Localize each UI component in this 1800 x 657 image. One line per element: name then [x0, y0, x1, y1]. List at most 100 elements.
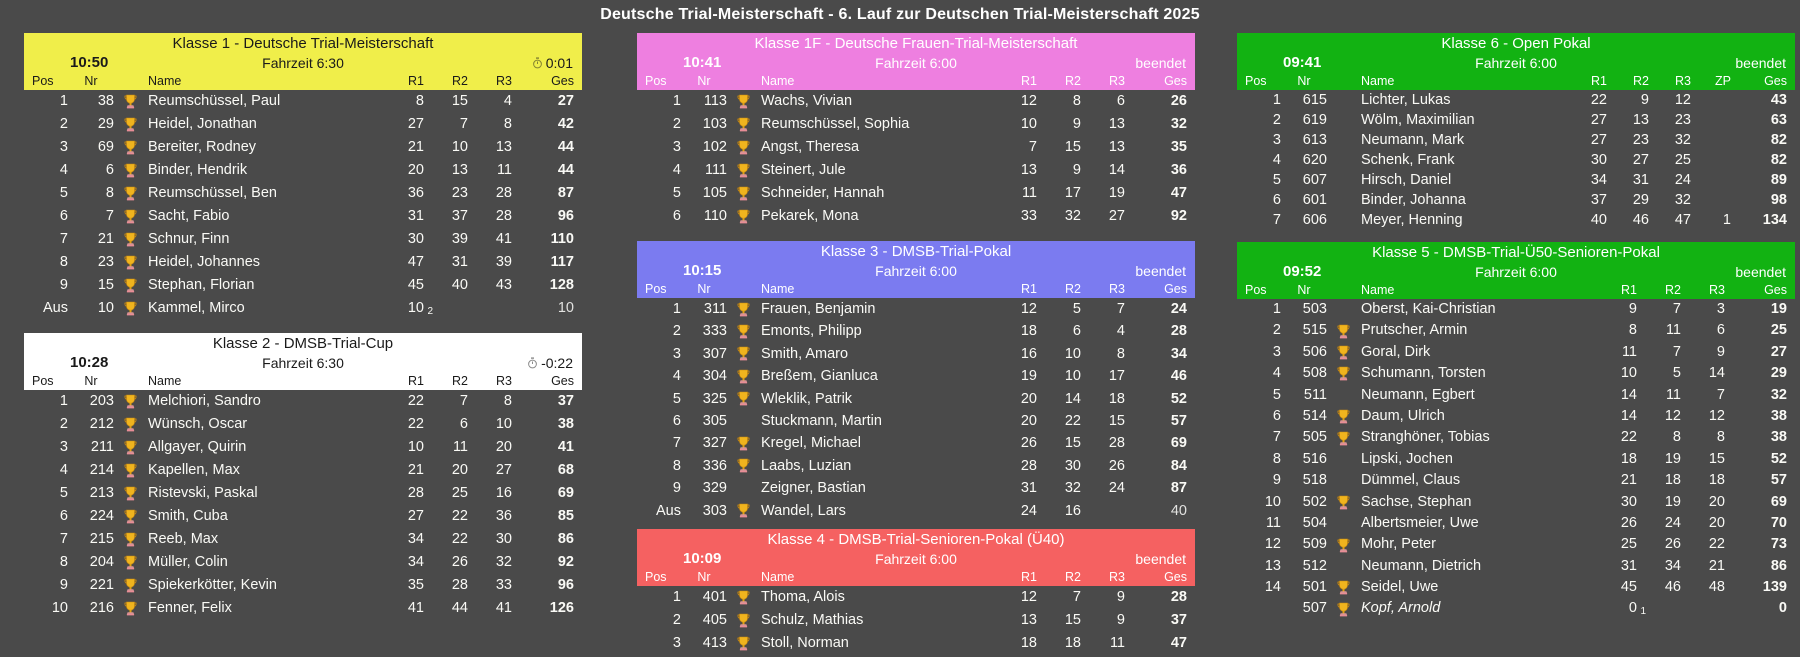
name-cell: Steinert, Jule	[761, 162, 846, 178]
nr-cell: 613	[1302, 132, 1327, 148]
trophy-icon	[114, 228, 146, 251]
name-cell: Schulz, Mathias	[761, 611, 864, 628]
ges-cell: 19	[1770, 301, 1787, 317]
r3-cell	[468, 297, 512, 320]
result-row: 11 504 Albertsmeier, Uwe 26 24 20 70	[1237, 513, 1795, 534]
trophy-icon	[727, 182, 759, 205]
nr-cell: 203	[89, 393, 114, 409]
pos-cell: 4	[1272, 365, 1281, 382]
ges-cell: 27	[1770, 343, 1787, 360]
r2-cell: 14	[1064, 390, 1081, 407]
r2-cell: 5	[1072, 301, 1081, 317]
result-row: 2 29 Heidel, Jonathan 27 7 8 42	[24, 113, 582, 136]
nr-cell: 336	[702, 457, 727, 474]
r3-cell: 36	[495, 508, 512, 524]
pos-cell: 7	[672, 435, 681, 452]
r3-cell: 28	[1108, 435, 1125, 452]
name-cell: Stoll, Norman	[761, 634, 849, 651]
result-row: 5 511 Neumann, Egbert 14 11 7 32	[1237, 385, 1795, 406]
result-row: 4 111 Steinert, Jule 13 9 14 36	[637, 159, 1195, 182]
status-value: beendet	[1135, 550, 1186, 567]
r2-cell: 6	[1072, 323, 1081, 340]
name-cell: Meyer, Henning	[1361, 212, 1463, 228]
ges-cell: 29	[1770, 365, 1787, 382]
result-row: 7 327 Kregel, Michael 26 15 28 69	[637, 432, 1195, 454]
ges-header: Ges	[551, 374, 574, 388]
r1-header: R1	[1021, 282, 1037, 296]
name-cell: Sacht, Fabio	[148, 208, 230, 224]
nr-cell: 508	[1302, 365, 1327, 382]
r1-cell: 10	[407, 439, 424, 455]
pos-cell: 7	[59, 531, 68, 547]
ges-cell: 32	[1170, 116, 1187, 132]
name-cell: Bereiter, Rodney	[148, 139, 257, 155]
zp-cell	[1691, 150, 1731, 170]
pos-cell: 6	[1272, 407, 1281, 424]
trophy-icon	[114, 136, 146, 159]
r2-cell: 31	[451, 254, 468, 270]
r1-cell: 28	[1020, 457, 1037, 474]
ges-cell: 89	[1770, 172, 1787, 188]
pos-cell: 5	[1272, 172, 1281, 188]
trophy-icon	[727, 586, 759, 609]
result-row: 3 211 Allgayer, Quirin 10 11 20 41	[24, 436, 582, 459]
table-header: Klasse 5 - DMSB-Trial-Ü50-Senioren-Pokal…	[1237, 242, 1795, 299]
result-row: 14 501 Seidel, Uwe 45 46 48 139	[1237, 577, 1795, 598]
fahrzeit-label: Fahrzeit 6:00	[875, 550, 957, 567]
result-row: 2 212 Wünsch, Oscar 22 6 10 38	[24, 413, 582, 436]
trophy-icon	[1327, 598, 1359, 619]
name-cell: Neumann, Egbert	[1361, 386, 1475, 403]
penalty-subscript: 1	[1640, 605, 1646, 617]
pos-cell: 7	[1272, 212, 1281, 228]
result-row: 2 619 Wölm, Maximilian 27 13 23 63	[1237, 110, 1795, 130]
r2-cell: 46	[1664, 579, 1681, 596]
trophy-icon	[1327, 427, 1359, 448]
pos-cell: 4	[672, 162, 681, 178]
r3-cell: 17	[1108, 368, 1125, 385]
nr-cell: 413	[702, 634, 727, 651]
r2-cell: 15	[1064, 435, 1081, 452]
result-row: 9 15 Stephan, Florian 45 40 43 128	[24, 274, 582, 297]
ges-cell: 42	[557, 116, 574, 132]
r1-header: R1	[1621, 283, 1637, 297]
name-cell: Albertsmeier, Uwe	[1361, 514, 1479, 531]
name-cell: Smith, Amaro	[761, 345, 849, 362]
status-text: beendet	[1735, 53, 1786, 73]
fahrzeit-label: Fahrzeit 6:00	[1475, 55, 1557, 71]
trophy-slot	[1327, 130, 1359, 150]
r2-cell: 8	[1072, 93, 1081, 109]
nr-cell: 38	[97, 93, 114, 109]
nr-cell: 303	[702, 502, 727, 519]
r3-cell: 8	[503, 116, 512, 132]
r2-header: R2	[1665, 283, 1681, 297]
nr-cell: 405	[702, 611, 727, 628]
trophy-icon	[727, 90, 759, 113]
r1-cell: 34	[407, 531, 424, 547]
ges-cell: 43	[1770, 92, 1787, 108]
r2-cell: 28	[451, 577, 468, 593]
nr-cell: 29	[97, 116, 114, 132]
ges-cell: 26	[1170, 93, 1187, 109]
r3-cell: 3	[1716, 301, 1725, 317]
trophy-column-header	[727, 73, 759, 90]
r3-cell: 4	[1116, 323, 1125, 340]
r1-cell: 31	[1620, 557, 1637, 574]
r2-cell: 5	[1672, 365, 1681, 382]
r1-cell: 13	[1020, 162, 1037, 178]
r1-cell: 28	[407, 485, 424, 501]
name-cell: Laabs, Luzian	[761, 457, 852, 474]
name-cell: Schenk, Frank	[1361, 152, 1455, 168]
trophy-icon	[727, 320, 759, 342]
ges-cell: 57	[1170, 412, 1187, 429]
nr-cell: 518	[1302, 472, 1327, 489]
r3-cell: 16	[495, 485, 512, 501]
r3-cell: 48	[1708, 579, 1725, 596]
column-left: Klasse 1 - Deutsche Trial-Meisterschaft 1…	[24, 33, 582, 620]
class-table-klasse4: Klasse 4 - DMSB-Trial-Senioren-Pokal (Ü4…	[637, 528, 1195, 655]
pos-cell: 12	[1264, 536, 1281, 553]
pos-cell: 1	[59, 93, 68, 109]
pos-header: Pos	[32, 374, 54, 388]
result-row: 4 508 Schumann, Torsten 10 5 14 29	[1237, 363, 1795, 384]
result-row: 1 113 Wachs, Vivian 12 8 6 26	[637, 90, 1195, 113]
time-row: 10:15 Fahrzeit 6:00 beendet	[637, 261, 1195, 281]
